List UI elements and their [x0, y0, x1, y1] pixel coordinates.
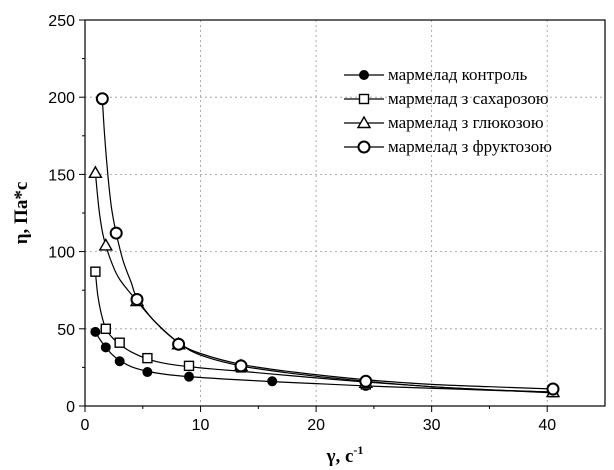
- x-axis-title-superscript: -1: [353, 443, 363, 457]
- y-tick-label: 0: [66, 399, 75, 416]
- y-tick-label: 100: [48, 245, 75, 262]
- x-tick-label: 10: [192, 417, 210, 434]
- legend-marker-control: [359, 70, 369, 80]
- data-markers: [88, 92, 561, 398]
- data-point-control: [267, 376, 278, 387]
- legend: мармелад контроль мармелад з сахарозою мар…: [344, 65, 552, 156]
- y-axis-title: η, Па*с: [11, 182, 32, 245]
- fit-curve-control: [94, 331, 554, 393]
- x-tick-label: 0: [81, 417, 90, 434]
- data-point-control: [114, 356, 125, 367]
- data-point-control: [100, 342, 111, 353]
- x-tick-label: 20: [307, 417, 325, 434]
- ticks: 0 10 20 30 40 0 50 100 150 200 250: [48, 13, 556, 434]
- data-point-fructose: [130, 292, 144, 306]
- data-point-glucose: [88, 165, 103, 179]
- data-point-fructose: [109, 226, 123, 240]
- data-point-control: [90, 326, 101, 337]
- data-point-sucrose: [114, 337, 125, 348]
- x-axis-title: γ, c-1: [326, 443, 364, 467]
- data-point-sucrose: [142, 352, 153, 364]
- legend-label-fructose: мармелад з фруктозою: [388, 137, 552, 156]
- legend-label-control: мармелад контроль: [388, 65, 528, 84]
- y-tick-label: 250: [48, 13, 75, 30]
- data-point-control: [184, 371, 194, 382]
- x-tick-label: 30: [423, 417, 441, 434]
- data-point-glucose: [98, 238, 114, 251]
- fit-curve-glucose: [94, 172, 554, 393]
- data-point-fructose: [234, 359, 248, 373]
- data-point-control: [142, 367, 153, 378]
- data-point-sucrose: [100, 323, 112, 334]
- y-tick-label: 50: [57, 322, 75, 339]
- data-point-fructose: [359, 374, 373, 388]
- data-point-fructose: [546, 382, 560, 396]
- legend-label-glucose: мармелад з глюкозою: [388, 113, 544, 132]
- legend-marker-fructose: [357, 140, 371, 154]
- legend-label-sucrose: мармелад з сахарозою: [388, 89, 549, 108]
- data-point-fructose: [172, 337, 186, 351]
- x-tick-label: 40: [538, 417, 556, 434]
- data-point-sucrose: [90, 266, 101, 277]
- y-tick-label: 150: [48, 167, 75, 184]
- fit-curve-fructose: [101, 98, 554, 390]
- grid: [85, 20, 605, 406]
- legend-marker-sucrose: [358, 93, 370, 105]
- y-tick-label: 200: [48, 90, 75, 107]
- data-point-fructose: [95, 92, 109, 106]
- legend-marker-glucose: [356, 115, 372, 129]
- x-axis-title-main: γ, c: [326, 446, 354, 467]
- data-point-sucrose: [183, 360, 195, 372]
